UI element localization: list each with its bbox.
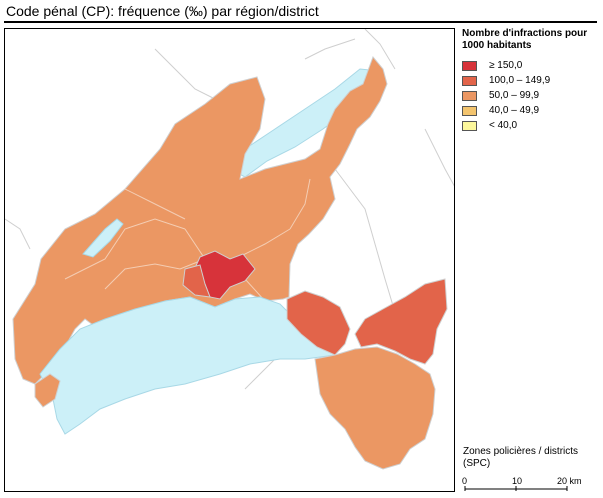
region-map (5, 29, 454, 470)
title-divider (4, 21, 597, 23)
legend-item: 50,0 – 99,9 (462, 88, 598, 103)
legend-item: 40,0 – 49,9 (462, 103, 598, 118)
legend-label: 100,0 – 149,9 (489, 75, 551, 86)
scale-label-20: 20 km (557, 476, 582, 486)
legend-label: < 40,0 (489, 120, 518, 131)
legend-swatch (462, 60, 477, 71)
legend-swatch (462, 75, 477, 86)
region-lausanne-ouest[interactable] (182, 264, 211, 298)
scale-label-10: 10 (512, 476, 522, 486)
legend-item: ≥ 150,0 (462, 58, 598, 73)
legend-swatch (462, 120, 477, 131)
source-note: Zones policières / districts (SPC) (463, 446, 579, 469)
legend-item: < 40,0 (462, 118, 598, 133)
map-area[interactable] (4, 28, 455, 492)
region-aigle[interactable] (314, 346, 436, 470)
legend-label: 50,0 – 99,9 (489, 90, 540, 101)
legend-swatch (462, 90, 477, 101)
map-title: Code pénal (CP): fréquence (‰) par régio… (6, 3, 319, 19)
legend-title: Nombre d'infractions pour 1000 habitants (462, 28, 588, 51)
legend-item: 100,0 – 149,9 (462, 73, 598, 88)
legend-label: 40,0 – 49,9 (489, 105, 540, 116)
scale-label-0: 0 (462, 476, 467, 486)
region-pays-d-enhaut[interactable] (354, 278, 448, 365)
region-nyon-enclave[interactable] (34, 373, 61, 408)
scale-bar: 0 10 20 km (462, 476, 582, 491)
legend-swatch (462, 105, 477, 116)
lake-joux (82, 218, 124, 258)
region-riviera[interactable] (286, 290, 351, 356)
legend: Nombre d'infractions pour 1000 habitants… (462, 28, 598, 133)
legend-label: ≥ 150,0 (489, 60, 523, 71)
